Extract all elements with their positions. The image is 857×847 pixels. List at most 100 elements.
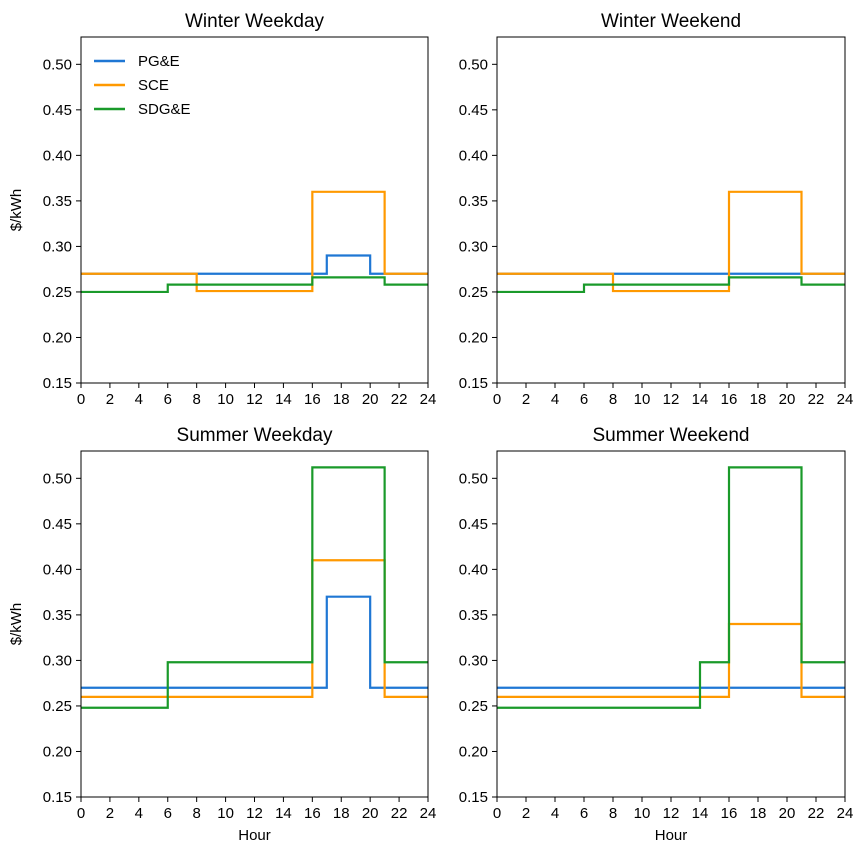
x-tick-label: 14 bbox=[692, 391, 709, 408]
x-tick-label: 16 bbox=[721, 391, 738, 408]
y-tick-label: 0.35 bbox=[43, 193, 72, 210]
x-tick-label: 4 bbox=[551, 391, 559, 408]
y-tick-label: 0.25 bbox=[459, 284, 488, 301]
x-tick-label: 2 bbox=[106, 391, 114, 408]
legend-label-pge: PG&E bbox=[138, 53, 180, 70]
x-tick-label: 22 bbox=[808, 805, 825, 822]
x-tick-label: 8 bbox=[609, 391, 617, 408]
x-tick-label: 20 bbox=[779, 805, 796, 822]
x-tick-label: 12 bbox=[246, 805, 263, 822]
x-tick-label: 12 bbox=[663, 805, 680, 822]
x-tick-label: 24 bbox=[420, 805, 437, 822]
series-line-1 bbox=[81, 595, 428, 689]
series-line-2 bbox=[81, 559, 428, 698]
y-tick-label: 0.30 bbox=[459, 238, 488, 255]
subplot-title: Winter Weekend bbox=[601, 11, 741, 32]
x-tick-label: 16 bbox=[304, 391, 321, 408]
x-tick-label: 0 bbox=[493, 391, 501, 408]
y-tick-label: 0.20 bbox=[43, 329, 72, 346]
x-tick-label: 14 bbox=[692, 805, 709, 822]
subplot-title: Summer Weekday bbox=[177, 425, 333, 446]
legend-label-sdge: SDG&E bbox=[138, 101, 191, 118]
x-tick-label: 20 bbox=[362, 391, 379, 408]
x-tick-label: 24 bbox=[420, 391, 437, 408]
y-tick-label: 0.25 bbox=[43, 698, 72, 715]
y-tick-label: 0.45 bbox=[459, 102, 488, 119]
x-tick-label: 24 bbox=[837, 805, 854, 822]
x-tick-label: 10 bbox=[217, 391, 234, 408]
x-tick-label: 0 bbox=[493, 805, 501, 822]
y-tick-label: 0.40 bbox=[43, 561, 72, 578]
x-tick-label: 0 bbox=[77, 805, 85, 822]
series-line-1 bbox=[81, 254, 428, 275]
x-tick-label: 8 bbox=[192, 805, 200, 822]
x-axis-label: Hour bbox=[655, 827, 688, 844]
y-tick-label: 0.25 bbox=[459, 698, 488, 715]
x-tick-label: 6 bbox=[580, 391, 588, 408]
y-tick-label: 0.35 bbox=[459, 193, 488, 210]
y-tick-label: 0.50 bbox=[43, 56, 72, 73]
y-tick-label: 0.15 bbox=[43, 375, 72, 392]
y-tick-label: 0.15 bbox=[459, 789, 488, 806]
x-tick-label: 16 bbox=[721, 805, 738, 822]
y-axis-label: $/kWh bbox=[8, 189, 25, 232]
x-tick-label: 8 bbox=[192, 391, 200, 408]
x-tick-label: 4 bbox=[551, 805, 559, 822]
subplot-title: Summer Weekend bbox=[593, 425, 750, 446]
x-tick-label: 12 bbox=[246, 391, 263, 408]
x-tick-label: 18 bbox=[333, 805, 350, 822]
y-tick-label: 0.45 bbox=[459, 516, 488, 533]
x-tick-label: 2 bbox=[106, 805, 114, 822]
x-tick-label: 12 bbox=[663, 391, 680, 408]
series-line-3 bbox=[497, 466, 845, 709]
plot-frame bbox=[496, 36, 846, 384]
y-tick-label: 0.40 bbox=[43, 147, 72, 164]
y-tick-label: 0.35 bbox=[459, 607, 488, 624]
y-tick-label: 0.30 bbox=[43, 652, 72, 669]
x-tick-label: 18 bbox=[333, 391, 350, 408]
y-tick-label: 0.30 bbox=[459, 652, 488, 669]
series-line-3 bbox=[497, 276, 845, 294]
x-tick-label: 10 bbox=[634, 391, 651, 408]
x-tick-label: 0 bbox=[77, 391, 85, 408]
y-tick-label: 0.40 bbox=[459, 561, 488, 578]
y-axis-label: $/kWh bbox=[8, 603, 25, 646]
y-tick-label: 0.20 bbox=[459, 743, 488, 760]
x-tick-label: 18 bbox=[750, 391, 767, 408]
y-tick-label: 0.25 bbox=[43, 284, 72, 301]
y-tick-label: 0.50 bbox=[459, 470, 488, 487]
series-line-2 bbox=[81, 190, 428, 293]
plot-frame bbox=[80, 36, 429, 384]
plot-frame bbox=[80, 450, 429, 798]
subplot-title: Winter Weekday bbox=[185, 11, 325, 32]
x-tick-label: 10 bbox=[634, 805, 651, 822]
x-tick-label: 10 bbox=[217, 805, 234, 822]
legend-label-sce: SCE bbox=[138, 77, 169, 94]
x-tick-label: 22 bbox=[391, 391, 408, 408]
y-tick-label: 0.45 bbox=[43, 102, 72, 119]
x-tick-label: 20 bbox=[779, 391, 796, 408]
series-line-3 bbox=[81, 276, 428, 294]
x-tick-label: 24 bbox=[837, 391, 854, 408]
y-tick-label: 0.45 bbox=[43, 516, 72, 533]
x-tick-label: 18 bbox=[750, 805, 767, 822]
legend: PG&E SCE SDG&E bbox=[94, 53, 191, 118]
y-tick-label: 0.50 bbox=[459, 56, 488, 73]
y-tick-label: 0.20 bbox=[43, 743, 72, 760]
x-tick-label: 2 bbox=[522, 391, 530, 408]
y-tick-label: 0.40 bbox=[459, 147, 488, 164]
x-tick-label: 14 bbox=[275, 805, 292, 822]
y-tick-label: 0.35 bbox=[43, 607, 72, 624]
y-tick-label: 0.20 bbox=[459, 329, 488, 346]
x-tick-label: 2 bbox=[522, 805, 530, 822]
x-tick-label: 14 bbox=[275, 391, 292, 408]
x-tick-label: 6 bbox=[164, 391, 172, 408]
x-tick-label: 4 bbox=[135, 805, 143, 822]
x-tick-label: 4 bbox=[135, 391, 143, 408]
x-axis-label: Hour bbox=[238, 827, 271, 844]
